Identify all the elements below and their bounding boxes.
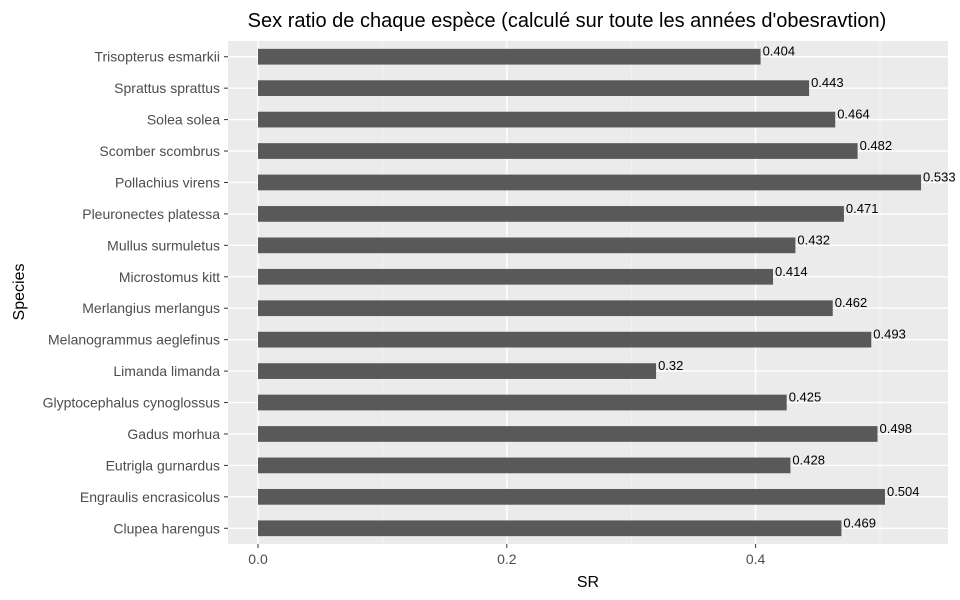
y-axis-label: Species bbox=[11, 264, 28, 321]
data-label: 0.498 bbox=[880, 421, 913, 436]
data-label: 0.414 bbox=[775, 264, 808, 279]
y-axis-ticks: Trisopterus esmarkii Sprattus sprattus Sol… bbox=[43, 49, 228, 536]
bar bbox=[258, 80, 810, 97]
bar bbox=[258, 111, 836, 128]
y-tick-label: Sprattus sprattus bbox=[114, 80, 220, 96]
x-tick-label: 0.0 bbox=[248, 551, 268, 567]
bar bbox=[258, 426, 878, 442]
bar bbox=[258, 520, 842, 537]
x-tick-label: 0.4 bbox=[746, 551, 766, 567]
bar bbox=[258, 331, 872, 348]
data-label: 0.493 bbox=[873, 327, 906, 342]
y-tick-label: Glyptocephalus cynoglossus bbox=[43, 395, 220, 411]
data-label: 0.443 bbox=[811, 75, 844, 90]
y-tick-label: Eutrigla gurnardus bbox=[106, 457, 220, 473]
bar bbox=[258, 174, 922, 191]
x-axis-label: SR bbox=[577, 574, 599, 591]
data-label: 0.428 bbox=[792, 452, 825, 467]
bar bbox=[258, 457, 791, 474]
y-tick-label: Pleuronectes platessa bbox=[82, 206, 220, 222]
data-label: 0.469 bbox=[843, 515, 876, 530]
y-tick-label: Scomber scombrus bbox=[99, 143, 220, 159]
data-label: 0.482 bbox=[860, 138, 893, 153]
data-label: 0.464 bbox=[837, 107, 870, 122]
y-tick-label: Melanogrammus aeglefinus bbox=[48, 332, 220, 348]
y-tick-label: Mullus surmuletus bbox=[107, 237, 220, 253]
bar bbox=[258, 143, 858, 159]
data-label: 0.404 bbox=[763, 44, 796, 59]
bar bbox=[258, 394, 787, 411]
y-tick-label: Merlangius merlangus bbox=[82, 300, 220, 316]
bar bbox=[258, 488, 885, 505]
y-tick-label: Clupea harengus bbox=[113, 520, 220, 536]
y-tick-label: Gadus morhua bbox=[127, 426, 220, 442]
data-label: 0.533 bbox=[923, 169, 956, 184]
y-tick-label: Limanda limanda bbox=[113, 363, 220, 379]
bar bbox=[258, 206, 844, 222]
bar bbox=[258, 268, 774, 285]
chart-title: Sex ratio de chaque espèce (calculé sur … bbox=[248, 10, 887, 32]
y-tick-label: Pollachius virens bbox=[115, 174, 220, 190]
y-tick-label: Trisopterus esmarkii bbox=[94, 49, 220, 65]
data-label: 0.471 bbox=[846, 201, 879, 216]
bar bbox=[258, 363, 657, 379]
data-label: 0.32 bbox=[658, 358, 683, 373]
x-axis-ticks: 0.0 0.2 0.4 bbox=[248, 544, 766, 567]
bar bbox=[258, 300, 833, 317]
y-tick-label: Microstomus kitt bbox=[119, 269, 220, 285]
bars bbox=[258, 48, 922, 537]
x-tick-label: 0.2 bbox=[497, 551, 517, 567]
bar bbox=[258, 48, 761, 65]
data-label: 0.425 bbox=[789, 390, 822, 405]
data-label: 0.432 bbox=[797, 232, 830, 247]
data-label: 0.462 bbox=[835, 295, 868, 310]
data-label: 0.504 bbox=[887, 484, 920, 499]
data-labels: 0.404 0.443 0.464 0.482 0.533 0.471 0.432 0.414… bbox=[658, 44, 956, 531]
y-tick-label: Engraulis encrasicolus bbox=[80, 489, 220, 505]
y-tick-label: Solea solea bbox=[147, 112, 220, 128]
bar bbox=[258, 237, 796, 254]
